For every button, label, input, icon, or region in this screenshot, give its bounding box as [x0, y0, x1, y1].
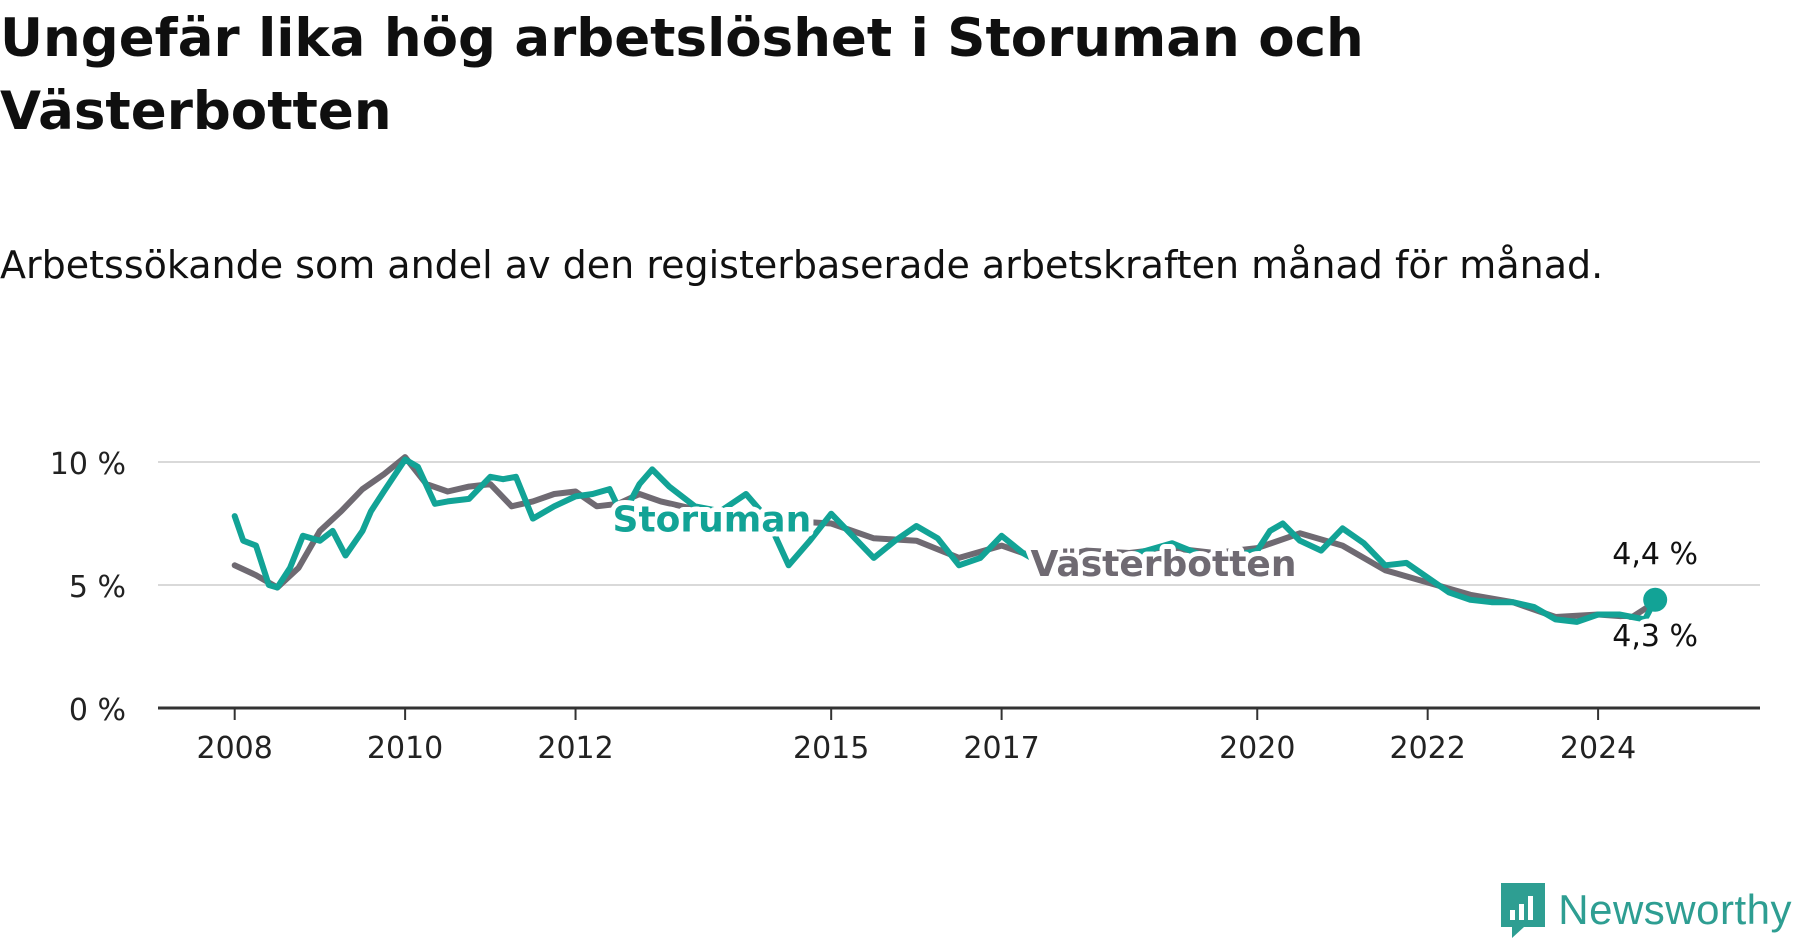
y-tick-label: 10 %	[50, 447, 126, 482]
brand-name: Newsworthy	[1558, 886, 1792, 933]
grid-layer	[158, 461, 1760, 586]
series-label: Västerbotten	[1031, 544, 1297, 585]
end-value-label: 4,4 %	[1612, 537, 1698, 572]
x-tick-label: 2022	[1389, 731, 1465, 766]
series-end-point	[1643, 587, 1668, 612]
series-line-storuman	[231, 456, 1659, 625]
y-tick-label: 5 %	[69, 570, 126, 605]
y-tick-label: 0 %	[69, 693, 126, 728]
series-line-vsterbotten	[231, 454, 1659, 620]
x-tick-label: 2017	[963, 731, 1039, 766]
line-chart: 0 % 5 % 10 % 2008 2010 2012 2015 2017 2020 2022 20…	[50, 447, 1760, 766]
label-layer: Storuman Västerbotten 4,4 % 4,3 %	[608, 495, 1704, 660]
axis-layer: 0 % 5 % 10 % 2008 2010 2012 2015 2017 2020 2022 20…	[50, 447, 1760, 766]
series-layer	[231, 454, 1668, 625]
chart-subtitle: Arbetssökande som andel av den registerb…	[0, 243, 1604, 287]
x-tick-label: 2020	[1219, 731, 1295, 766]
chart-title: Ungefär lika hög arbetslöshet i Storuman…	[0, 8, 1364, 142]
x-tick-label: 2010	[367, 731, 443, 766]
brand: Newsworthy	[1498, 880, 1792, 940]
end-value-label: 4,3 %	[1612, 619, 1698, 654]
x-tick-label: 2024	[1560, 731, 1636, 766]
series-label: Storuman	[613, 500, 812, 541]
x-tick-label: 2008	[197, 731, 273, 766]
x-tick-label: 2015	[793, 731, 869, 766]
newsworthy-logo-icon	[1501, 883, 1546, 938]
x-tick-label: 2012	[537, 731, 613, 766]
